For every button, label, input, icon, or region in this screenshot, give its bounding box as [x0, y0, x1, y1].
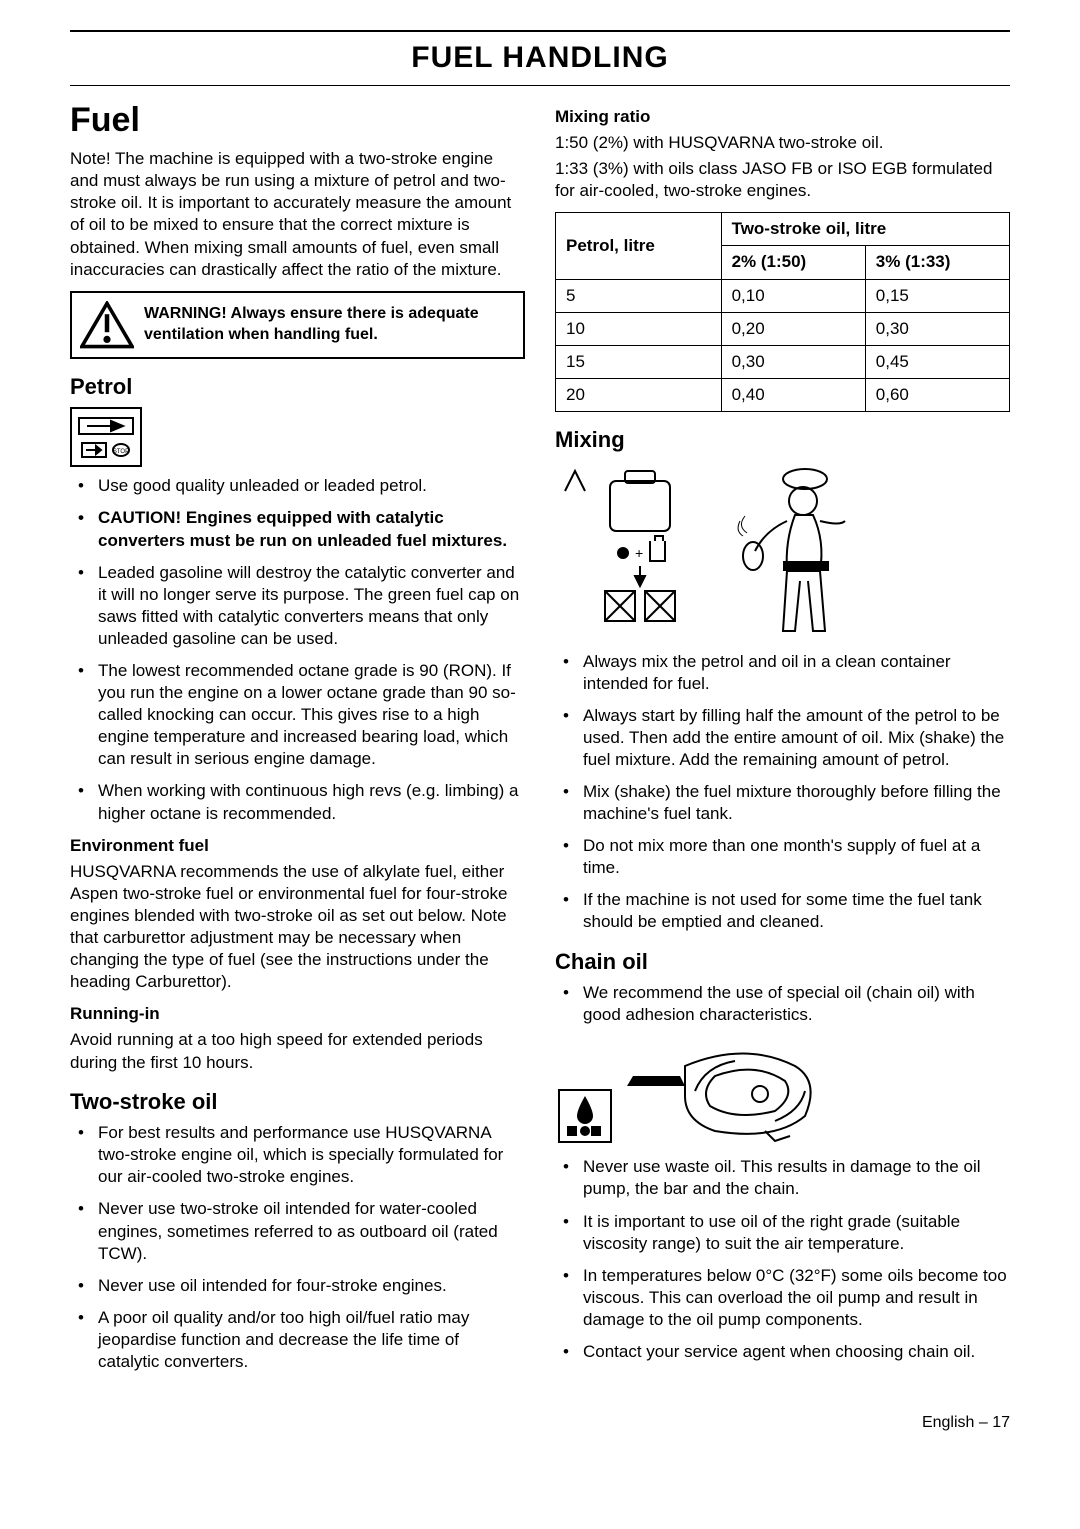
person-pouring-icon — [725, 461, 865, 641]
stop-icon: STOP — [111, 442, 131, 458]
cell: 0,15 — [865, 279, 1009, 312]
th-3pct: 3% (1:33) — [865, 246, 1009, 279]
list-item: For best results and performance use HUS… — [70, 1122, 525, 1188]
list-item: When working with continuous high revs (… — [70, 780, 525, 824]
list-item: CAUTION! Engines equipped with catalytic… — [70, 507, 525, 551]
chain-oil-illustration — [555, 1036, 1010, 1146]
page-footer: English – 17 — [70, 1413, 1010, 1434]
mixing-illustration: + — [555, 461, 1010, 641]
cell: 20 — [556, 378, 722, 411]
chainsaw-icon — [625, 1036, 825, 1146]
th-oil: Two-stroke oil, litre — [721, 213, 1009, 246]
cell: 0,20 — [721, 312, 865, 345]
rule-top — [70, 30, 1010, 32]
oil-symbol-icon — [555, 1086, 615, 1146]
fuel-heading: Fuel — [70, 98, 525, 142]
list-item: In temperatures below 0°C (32°F) some oi… — [555, 1265, 1010, 1331]
table-row: 150,300,45 — [556, 345, 1010, 378]
mixing-diagram-icon: + — [555, 461, 715, 641]
warning-box: WARNING! Always ensure there is adequate… — [70, 291, 525, 359]
mixing-ratio-heading: Mixing ratio — [555, 106, 1010, 128]
cell: 15 — [556, 345, 722, 378]
arrow-right-icon — [77, 416, 135, 436]
cell: 0,30 — [865, 312, 1009, 345]
page-title: FUEL HANDLING — [70, 38, 1010, 77]
petrol-heading: Petrol — [70, 373, 525, 402]
warning-text: WARNING! Always ensure there is adequate… — [144, 304, 515, 346]
petrol-icon-box: STOP — [70, 407, 142, 467]
mixing-ratio-line2: 1:33 (3%) with oils class JASO FB or ISO… — [555, 158, 1010, 202]
table-row: 100,200,30 — [556, 312, 1010, 345]
mixing-list: Always mix the petrol and oil in a clean… — [555, 651, 1010, 934]
mixing-heading: Mixing — [555, 426, 1010, 455]
table-row: 200,400,60 — [556, 378, 1010, 411]
chain-oil-heading: Chain oil — [555, 948, 1010, 977]
small-arrow-icon — [81, 442, 107, 458]
chain-oil-first-list: We recommend the use of special oil (cha… — [555, 982, 1010, 1026]
mixing-table: Petrol, litre Two-stroke oil, litre 2% (… — [555, 212, 1010, 412]
cell: 0,10 — [721, 279, 865, 312]
warning-triangle-icon — [80, 301, 134, 349]
left-column: Fuel Note! The machine is equipped with … — [70, 96, 525, 1383]
fuel-note: Note! The machine is equipped with a two… — [70, 148, 525, 281]
list-item: A poor oil quality and/or too high oil/f… — [70, 1307, 525, 1373]
list-item: Never use waste oil. This results in dam… — [555, 1156, 1010, 1200]
table-header-row: Petrol, litre Two-stroke oil, litre — [556, 213, 1010, 246]
list-item: Mix (shake) the fuel mixture thoroughly … — [555, 781, 1010, 825]
list-item: It is important to use oil of the right … — [555, 1211, 1010, 1255]
petrol-list: Use good quality unleaded or leaded petr… — [70, 475, 525, 824]
th-petrol: Petrol, litre — [556, 213, 722, 279]
list-item: Never use two-stroke oil intended for wa… — [70, 1198, 525, 1264]
content-columns: Fuel Note! The machine is equipped with … — [70, 96, 1010, 1383]
env-fuel-heading: Environment fuel — [70, 835, 525, 857]
cell: 0,40 — [721, 378, 865, 411]
running-in-heading: Running-in — [70, 1003, 525, 1025]
mixing-ratio-line1: 1:50 (2%) with HUSQVARNA two-stroke oil. — [555, 132, 1010, 154]
cell: 0,45 — [865, 345, 1009, 378]
list-item: The lowest recommended octane grade is 9… — [70, 660, 525, 770]
list-item: Do not mix more than one month's supply … — [555, 835, 1010, 879]
cell: 5 — [556, 279, 722, 312]
list-item: Always mix the petrol and oil in a clean… — [555, 651, 1010, 695]
cell: 0,30 — [721, 345, 865, 378]
chain-oil-list: Never use waste oil. This results in dam… — [555, 1156, 1010, 1363]
twostroke-list: For best results and performance use HUS… — [70, 1122, 525, 1373]
twostroke-heading: Two-stroke oil — [70, 1088, 525, 1117]
list-item: Always start by filling half the amount … — [555, 705, 1010, 771]
list-item: Leaded gasoline will destroy the catalyt… — [70, 562, 525, 650]
table-row: 50,100,15 — [556, 279, 1010, 312]
cell: 0,60 — [865, 378, 1009, 411]
running-in-text: Avoid running at a too high speed for ex… — [70, 1029, 525, 1073]
rule-under-title — [70, 85, 1010, 86]
svg-text:STOP: STOP — [113, 449, 129, 455]
cell: 10 — [556, 312, 722, 345]
env-fuel-text: HUSQVARNA recommends the use of alkylate… — [70, 861, 525, 994]
list-item: We recommend the use of special oil (cha… — [555, 982, 1010, 1026]
th-2pct: 2% (1:50) — [721, 246, 865, 279]
right-column: Mixing ratio 1:50 (2%) with HUSQVARNA tw… — [555, 96, 1010, 1383]
list-item: Contact your service agent when choosing… — [555, 1341, 1010, 1363]
list-item: If the machine is not used for some time… — [555, 889, 1010, 933]
list-item: Never use oil intended for four-stroke e… — [70, 1275, 525, 1297]
list-item: Use good quality unleaded or leaded petr… — [70, 475, 525, 497]
svg-text:+: + — [635, 545, 643, 561]
